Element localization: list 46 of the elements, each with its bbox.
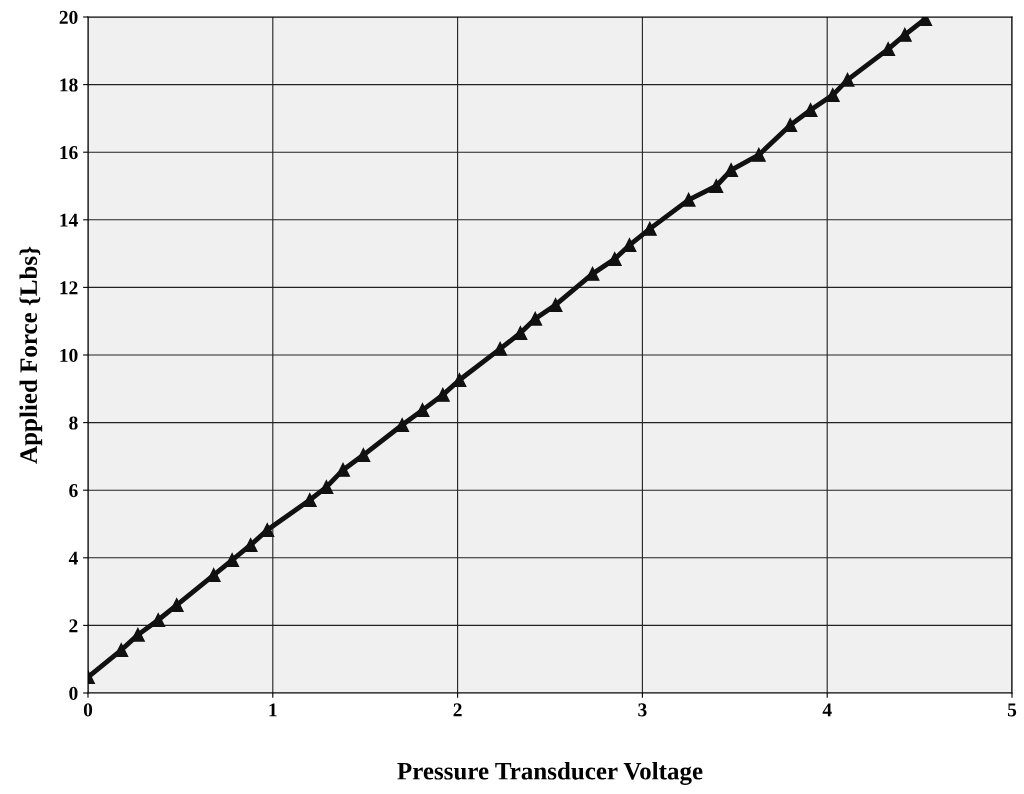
point bbox=[395, 418, 410, 432]
x-tick-label: 5 bbox=[1007, 703, 1017, 717]
y-tick-label: 12 bbox=[60, 281, 78, 295]
point bbox=[114, 643, 129, 658]
x-tick-label: 4 bbox=[822, 703, 832, 717]
y-tick-label: 16 bbox=[60, 146, 78, 160]
point bbox=[724, 163, 739, 178]
y-tick-label: 4 bbox=[68, 551, 78, 565]
y-tick-label: 6 bbox=[69, 484, 78, 498]
x-tick-label: 2 bbox=[453, 703, 462, 717]
y-tick-label: 8 bbox=[69, 416, 78, 430]
x-tick-label: 0 bbox=[83, 703, 93, 717]
point bbox=[607, 252, 622, 266]
point bbox=[493, 341, 508, 356]
point bbox=[840, 72, 855, 87]
point bbox=[548, 298, 563, 312]
y-tick-label: 0 bbox=[69, 686, 78, 700]
point bbox=[225, 553, 240, 568]
point bbox=[336, 462, 350, 477]
point bbox=[825, 88, 840, 103]
x-tick-label: 1 bbox=[269, 703, 277, 717]
x-axis-title: Pressure Transducer Voltage bbox=[397, 762, 703, 785]
x-tick-label: 3 bbox=[638, 703, 647, 717]
point bbox=[803, 103, 818, 117]
point bbox=[415, 403, 430, 418]
y-tick-label: 14 bbox=[60, 213, 78, 227]
point bbox=[881, 42, 896, 57]
y-axis-title: Applied Force {Lbs} bbox=[19, 246, 43, 464]
y-tick-label: 20 bbox=[59, 10, 78, 24]
y-tick-label: 18 bbox=[60, 78, 78, 92]
point bbox=[319, 480, 334, 495]
point bbox=[260, 523, 275, 538]
point bbox=[435, 387, 450, 402]
point bbox=[528, 311, 543, 326]
point bbox=[622, 238, 637, 253]
point bbox=[452, 373, 467, 387]
point bbox=[681, 192, 696, 207]
point bbox=[356, 448, 371, 462]
point bbox=[783, 118, 798, 133]
point bbox=[513, 326, 528, 340]
point bbox=[751, 147, 766, 162]
point bbox=[151, 613, 166, 627]
y-tick-label: 10 bbox=[60, 348, 78, 362]
y-tick-label: 2 bbox=[69, 619, 78, 633]
point bbox=[709, 179, 724, 193]
point bbox=[302, 493, 317, 507]
